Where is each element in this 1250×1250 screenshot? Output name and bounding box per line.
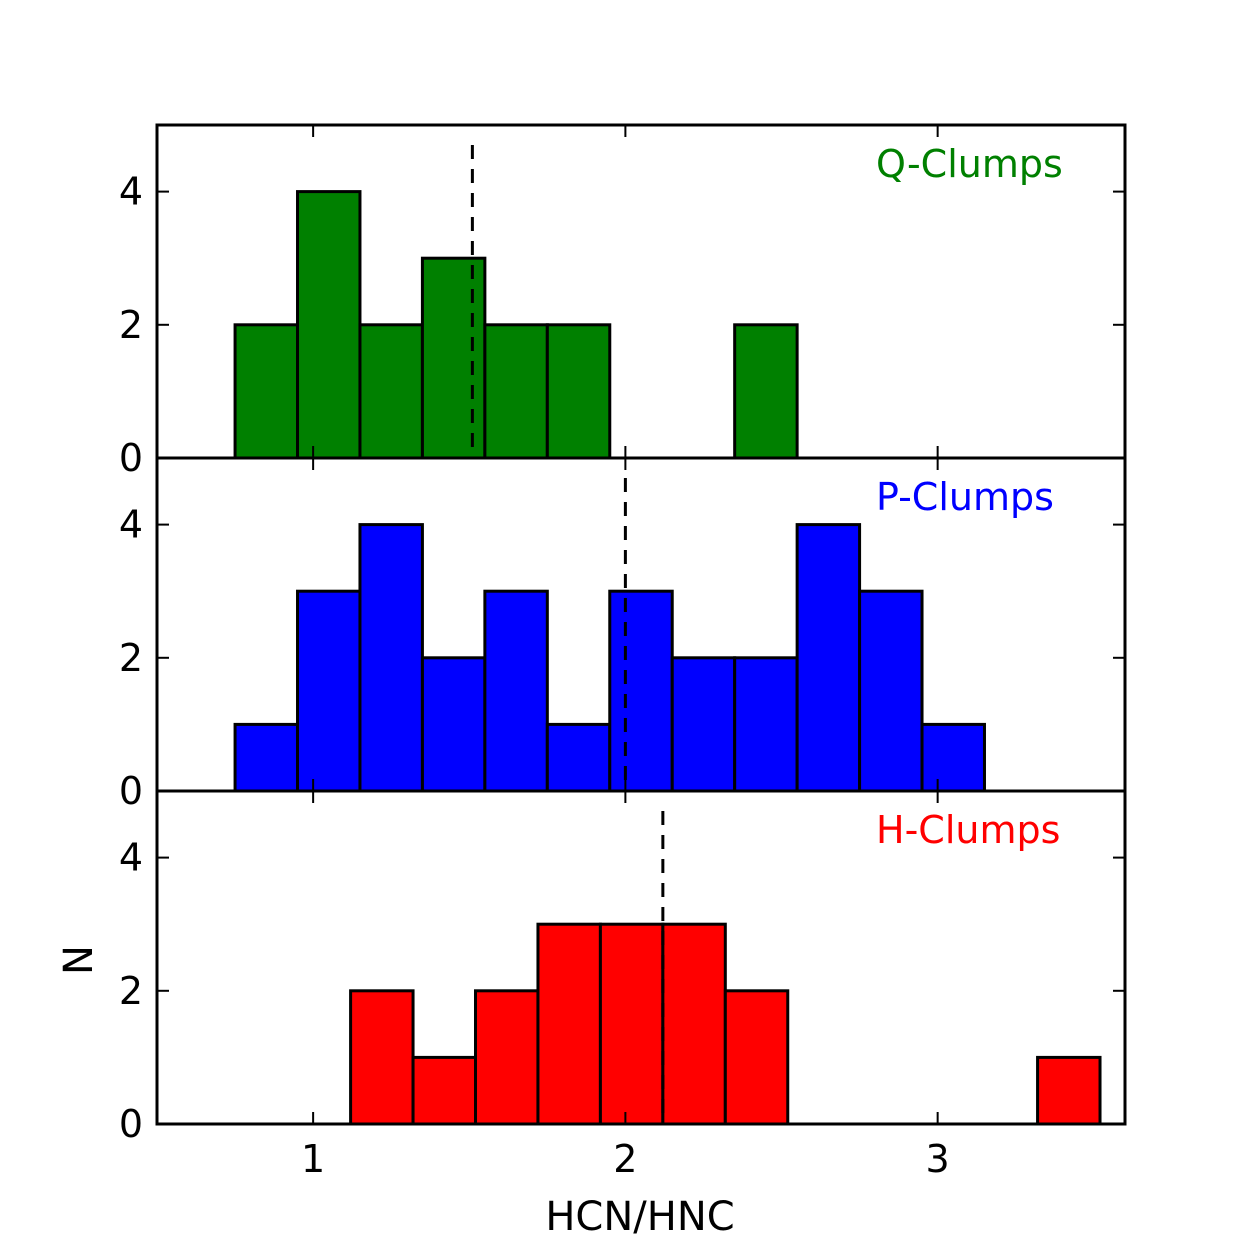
y-tick-label: 4 [119, 170, 143, 214]
h-clumps-bar [474, 989, 540, 1126]
q-clumps-bar [420, 256, 487, 460]
p-clumps-bar [858, 589, 924, 793]
y-tick-label: 4 [119, 503, 143, 547]
p-clumps-bar [545, 722, 612, 793]
q-clumps-label: Q-Clumps [876, 142, 1063, 186]
panels: 0 2 4 Q-Clumps 0 2 4 P-Clumps 0 2 4 H-Clumps 1 2 3 [119, 123, 1127, 1181]
h-clumps-bar [598, 922, 665, 1126]
y-tick-label: 2 [119, 969, 143, 1013]
h-clumps-bar [411, 1055, 478, 1126]
p-clumps-bar [420, 656, 487, 793]
q-clumps-bar [733, 323, 799, 460]
h-clumps-bar [723, 989, 790, 1126]
h-clumps-bar [536, 922, 602, 1126]
h-clumps-bar [661, 922, 727, 1126]
y-axis-label: N [56, 945, 102, 975]
y-tick-label: 4 [119, 836, 143, 880]
p-clumps-label: P-Clumps [876, 475, 1054, 519]
y-tick-label: 2 [119, 636, 143, 680]
p-clumps-bar [608, 589, 674, 793]
h-clumps-bar [349, 989, 415, 1126]
y-tick-label: 0 [119, 436, 143, 480]
panel-q-clumps: 0 2 4 Q-Clumps [119, 123, 1127, 480]
x-tick-label: 2 [613, 1137, 637, 1181]
p-clumps-bar [296, 589, 362, 793]
q-clumps-bar [358, 323, 424, 460]
h-clumps-bar [1036, 1055, 1102, 1126]
y-tick-label: 0 [119, 1102, 143, 1146]
h-clumps-label: H-Clumps [876, 808, 1060, 852]
p-clumps-bar [670, 656, 737, 793]
panel-p-clumps: 0 2 4 P-Clumps [119, 456, 1127, 813]
q-clumps-bar [545, 323, 612, 460]
p-clumps-bar [358, 523, 424, 793]
y-tick-label: 0 [119, 769, 143, 813]
p-clumps-bar [795, 523, 862, 793]
panel-h-clumps: 0 2 4 H-Clumps [119, 789, 1127, 1146]
p-clumps-bar [233, 722, 300, 793]
x-tick-label: 1 [301, 1137, 325, 1181]
p-clumps-bar [920, 722, 986, 793]
q-clumps-bar [233, 323, 300, 460]
x-axis-label: HCN/HNC [545, 1194, 734, 1240]
x-tick-label: 3 [926, 1137, 950, 1181]
panel-frame [155, 789, 1127, 1126]
p-clumps-bar [733, 656, 799, 793]
y-tick-label: 2 [119, 303, 143, 347]
q-clumps-bar [483, 323, 549, 460]
q-clumps-bar [296, 190, 362, 460]
p-clumps-bar [483, 589, 549, 793]
